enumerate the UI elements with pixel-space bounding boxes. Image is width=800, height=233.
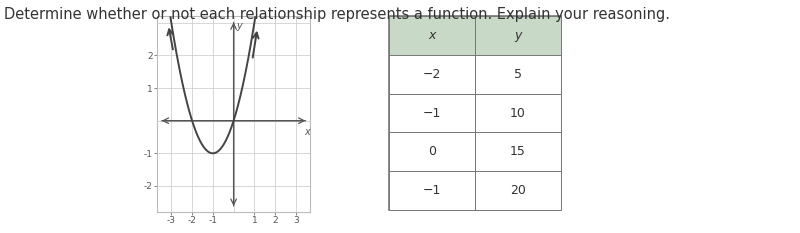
Bar (474, 55, 561, 94)
Text: 10: 10 (510, 106, 526, 120)
Bar (474, 171, 561, 210)
Bar (389, 171, 474, 210)
Text: 5: 5 (514, 68, 522, 81)
Text: y: y (236, 21, 242, 31)
Text: −2: −2 (422, 68, 441, 81)
Text: x: x (428, 29, 435, 42)
Bar (474, 94, 561, 132)
Text: y: y (514, 29, 522, 42)
Text: 0: 0 (428, 145, 436, 158)
Bar (389, 132, 474, 171)
Bar (389, 55, 474, 94)
Bar (474, 16, 561, 55)
Text: 15: 15 (510, 145, 526, 158)
Text: 20: 20 (510, 184, 526, 197)
Bar (389, 16, 474, 55)
Bar (389, 94, 474, 132)
Text: x: x (305, 127, 310, 137)
Text: Determine whether or not each relationship represents a function. Explain your r: Determine whether or not each relationsh… (4, 7, 670, 22)
Text: −1: −1 (422, 106, 441, 120)
Bar (474, 132, 561, 171)
Text: −1: −1 (422, 184, 441, 197)
